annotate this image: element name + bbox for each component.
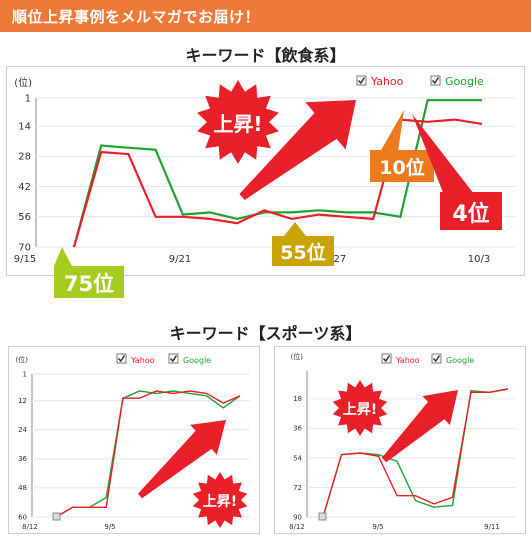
sports-left-legend-yahoo-checkbox-check [117,355,126,363]
food-legend-google: Google [445,75,484,88]
sports-left-rise-burst [192,472,248,528]
food-10-pointer [380,110,404,152]
food-x-tick-label: 9/21 [169,254,191,265]
sports-right-y-tick-label: 36 [293,425,302,433]
sports-left-legend-google: Google [183,356,211,365]
banner: 順位上昇事例をメルマガでお届け！ [0,0,531,32]
sports-left-y-unit: (位) [16,355,29,364]
food-legend-google-checkbox [430,75,441,86]
food-55-box [272,236,334,266]
sports-right-rise-burst [332,380,388,436]
sports-right-legend-yahoo: Yahoo [395,356,420,365]
sports-right-legend-yahoo-checkbox [381,353,392,364]
food-legend-yahoo-checkbox-check [357,77,366,85]
sports-left-x-tick-label: 9/5 [104,523,115,531]
sports-right-legend-google: Google [446,356,474,365]
banner-title: 順位上昇事例をメルマガでお届け！ [12,8,261,26]
food-x-tick-label: 10/3 [468,254,490,265]
food-y-tick-label: 70 [18,242,31,253]
sports-left-legend-yahoo-checkbox-box [116,353,127,364]
food-rise-burst [197,80,279,164]
food-y-unit: (位) [14,76,32,89]
sports-right-y-tick-label: 18 [293,395,302,403]
sports-left-x-tick-label: 8/12 [22,523,38,531]
sports-left-y-tick-label: 24 [18,426,27,434]
sports-left-y-tick-label: 36 [18,455,27,463]
sports-right-y-tick-label: 72 [293,484,302,492]
food-75-label: 75位 [64,272,114,296]
food-legend-google-checkbox-check [431,77,440,85]
food-x-tick-label: 9/27 [324,254,346,265]
sports-left-legend-yahoo: Yahoo [130,356,155,365]
sports-right-legend-google-checkbox-check [432,355,441,363]
sports-left-y-tick-label: 48 [18,484,27,492]
food-75-pointer [54,247,72,266]
sports-left-legend-google-checkbox [168,353,179,364]
food-10-label: 10位 [379,156,424,179]
food-10-box [370,150,434,182]
sports-right-legend-yahoo-checkbox-box [381,353,392,364]
food-legend-google-checkbox-box [430,75,441,86]
food-heading: キーワード【飲食系】 [185,46,346,65]
sports-right-start-marker [318,512,327,521]
food-y-tick-label: 56 [18,212,31,223]
food-75-box [54,266,124,298]
sports-right-series-yahoo [322,388,509,518]
sports-left-rise-arrow [138,420,226,499]
food-y-tick-label: 1 [25,93,31,104]
sports-right-y-tick-label: 90 [293,513,302,521]
food-4-label: 4位 [452,201,489,227]
food-legend-yahoo: Yahoo [370,75,404,88]
sports-left-y-tick-label: 12 [18,397,27,405]
sports-left-rise-label: 上昇! [203,494,237,510]
food-rise-label: 上昇! [213,112,262,136]
food-55-pointer [284,222,306,236]
sports-heading: キーワード【スポーツ系】 [169,324,362,343]
food-legend-yahoo-checkbox-box [356,75,367,86]
sports-right-rise-label: 上昇! [343,402,377,418]
food-4-pointer [412,114,474,200]
food-y-tick-label: 42 [18,182,31,193]
sports-right-legend-yahoo-checkbox-check [382,355,391,363]
sports-left-y-tick-label: 60 [18,513,27,521]
food-y-tick-label: 14 [18,121,31,132]
sports-left-series-yahoo [55,390,241,518]
sports-right-legend-google-checkbox-box [431,353,442,364]
sports-right-x-tick-label: 9/5 [372,523,383,531]
sports-right-y-tick-label: 54 [293,454,302,462]
sports-left-start-marker [52,512,61,521]
sports-right-y-unit: (位) [291,352,304,361]
sports-right-x-tick-label: 9/11 [484,523,500,531]
food-4-box [440,192,502,230]
sports-right-rise-arrow [381,390,458,463]
sports-right-x-tick-label: 8/12 [289,523,305,531]
food-x-tick-label: 9/15 [14,254,36,265]
food-legend-yahoo-checkbox [356,75,367,86]
food-series-yahoo [72,118,483,248]
sports-left-y-tick-label: 1 [23,370,27,378]
sports-left-legend-google-checkbox-check [169,355,178,363]
food-y-tick-label: 28 [18,152,31,163]
sports-right-legend-google-checkbox [431,353,442,364]
sports-left-legend-yahoo-checkbox [116,353,127,364]
food-rise-arrow [239,100,356,200]
food-55-label: 55位 [280,241,325,264]
sports-left-legend-google-checkbox-box [168,353,179,364]
